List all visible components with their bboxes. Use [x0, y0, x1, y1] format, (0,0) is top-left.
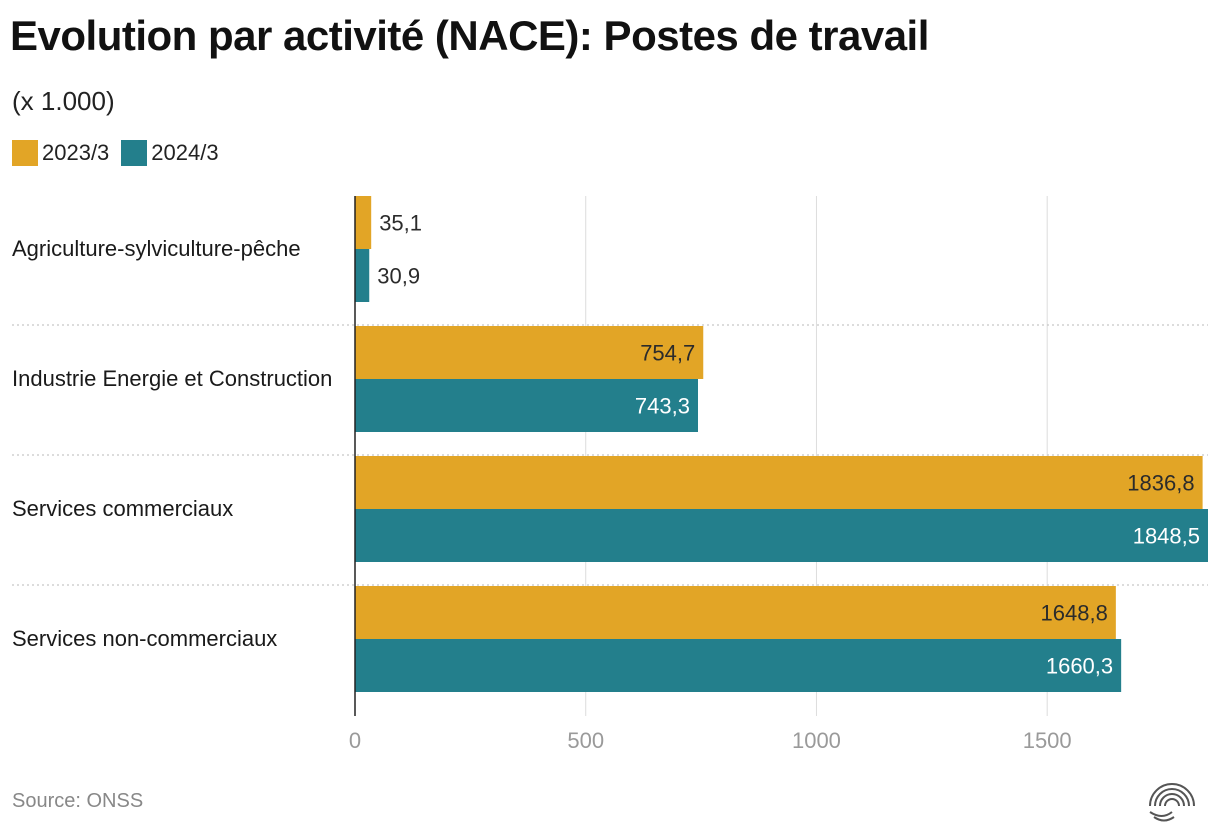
bar-chart: 0 500 1000 1500 Agriculture-sylviculture-pêc…	[12, 196, 1208, 753]
bar-2023-3	[355, 196, 372, 249]
source-note: Source: ONSS	[12, 790, 144, 812]
bar-2024-3	[355, 379, 698, 432]
data-label: 1648,8	[1041, 601, 1108, 626]
bar-2023-3	[355, 326, 704, 379]
category-label: Services non-commerciaux	[12, 626, 277, 651]
data-label: 1836,8	[1127, 471, 1194, 496]
legend-item-2023: 2023/3	[12, 140, 109, 166]
legend-label-2023: 2023/3	[42, 140, 110, 165]
bar-2024-3	[355, 509, 1208, 562]
legend-swatch-2024	[121, 140, 148, 166]
data-label: 35,1	[379, 211, 422, 236]
legend-swatch-2023	[12, 140, 38, 166]
x-tick-label: 1000	[792, 728, 841, 753]
data-label: 30,9	[377, 264, 420, 289]
data-label: 743,3	[635, 394, 690, 419]
category-label: Agriculture-sylviculture-pêche	[12, 236, 301, 261]
bar-2023-3	[355, 456, 1203, 509]
bar-2024-3	[355, 639, 1122, 692]
data-label: 1848,5	[1133, 524, 1200, 549]
legend-item-2024: 2024/3	[121, 140, 219, 166]
data-label: 754,7	[640, 341, 695, 366]
legend: 2023/3 2024/3	[12, 140, 231, 166]
bar-2023-3	[355, 586, 1116, 639]
legend-label-2024: 2024/3	[151, 140, 219, 165]
bar-2024-3	[355, 249, 370, 302]
x-tick-label: 1500	[1023, 728, 1072, 753]
x-tick-label: 0	[349, 728, 361, 753]
category-label: Services commerciaux	[12, 496, 233, 521]
concentric-arcs-logo-icon	[1149, 783, 1195, 822]
chart-title: Evolution par activité (NACE): Postes de…	[10, 12, 929, 59]
x-tick-label: 500	[567, 728, 604, 753]
unit-note: (x 1.000)	[12, 86, 115, 116]
data-label: 1660,3	[1046, 654, 1113, 679]
category-label: Industrie Energie et Construction	[12, 366, 332, 391]
